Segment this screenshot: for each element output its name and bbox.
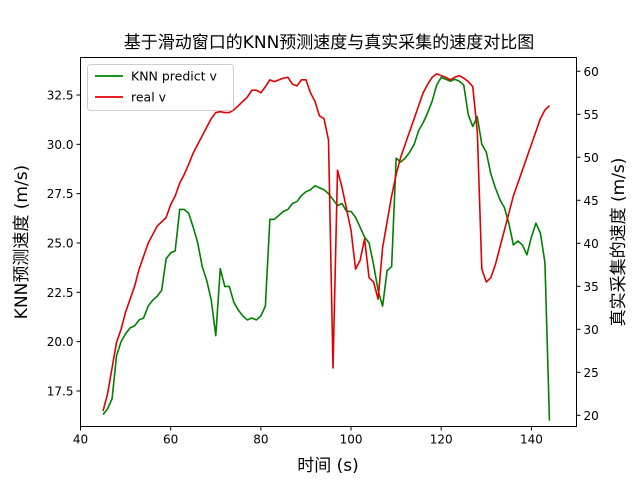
left-tick-label: 30.0 <box>47 138 74 152</box>
right-axis-title: 真实采集的速度 (m/s) <box>609 158 629 327</box>
right-tick-label: 45 <box>584 194 599 208</box>
legend-label-real: real v <box>131 90 167 105</box>
plot-frame <box>80 57 577 427</box>
legend-box <box>87 64 234 111</box>
x-tick-label: 100 <box>340 433 363 447</box>
right-tick-label: 20 <box>584 409 599 423</box>
right-tick-label: 35 <box>584 280 599 294</box>
right-tick-label: 30 <box>584 323 599 337</box>
series-layer <box>102 73 551 421</box>
left-tick-label: 27.5 <box>47 187 74 201</box>
left-tick-label: 32.5 <box>47 88 74 102</box>
x-tick-label: 120 <box>430 433 453 447</box>
x-tick-label: 80 <box>253 433 268 447</box>
x-tick-label: 40 <box>73 433 88 447</box>
left-tick-label: 22.5 <box>47 286 74 300</box>
legend-label-knn: KNN predict v <box>131 69 218 84</box>
left-axis-ticks: 17.5 20.0 22.5 25.0 27.5 30.0 32.5 <box>47 88 81 398</box>
chart-title: 基于滑动窗口的KNN预测速度与真实采集的速度对比图 <box>124 33 535 53</box>
x-tick-label: 140 <box>520 433 543 447</box>
right-tick-label: 55 <box>584 108 599 122</box>
legend: KNN predict v real v <box>87 64 234 111</box>
left-tick-label: 17.5 <box>47 384 74 398</box>
right-tick-label: 60 <box>584 65 599 79</box>
x-tick-label: 60 <box>163 433 178 447</box>
right-tick-label: 40 <box>584 237 599 251</box>
left-axis-title: KNN预测速度 (m/s) <box>12 165 32 319</box>
right-tick-label: 25 <box>584 366 599 380</box>
x-axis-title: 时间 (s) <box>297 456 359 476</box>
series-line-knn-predict <box>102 76 551 421</box>
left-tick-label: 25.0 <box>47 236 74 250</box>
x-axis-ticks: 40 60 80 100 120 140 <box>73 426 543 447</box>
left-tick-label: 20.0 <box>47 335 74 349</box>
series-line-real <box>102 73 551 412</box>
right-tick-label: 50 <box>584 151 599 165</box>
right-axis-ticks: 20 25 30 35 40 45 50 55 60 <box>576 65 599 423</box>
